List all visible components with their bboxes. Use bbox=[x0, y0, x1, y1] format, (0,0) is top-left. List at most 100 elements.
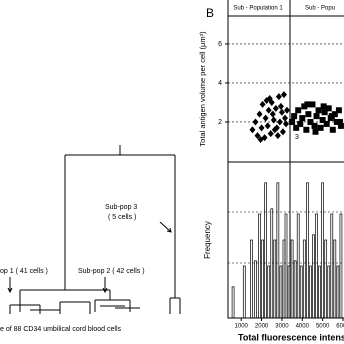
point bbox=[315, 107, 322, 114]
bar bbox=[309, 265, 312, 319]
bar bbox=[296, 213, 300, 319]
point bbox=[321, 109, 328, 116]
point bbox=[295, 107, 302, 114]
point bbox=[325, 105, 332, 112]
point bbox=[256, 110, 263, 118]
dendrogram: Sub-pop 3 ( 5 cells ) op 1 ( 41 cells ) … bbox=[0, 145, 181, 333]
label: Sub-pop 3 bbox=[105, 204, 137, 211]
point bbox=[307, 118, 314, 125]
bar bbox=[315, 213, 318, 319]
point bbox=[275, 93, 282, 101]
x-tick-label: 5000 bbox=[316, 324, 330, 330]
point bbox=[323, 120, 330, 127]
point bbox=[272, 104, 279, 112]
y-tick-label: 2 bbox=[218, 119, 222, 126]
bar bbox=[290, 239, 294, 319]
point bbox=[289, 118, 296, 125]
point bbox=[299, 115, 306, 122]
point bbox=[283, 120, 289, 128]
x-tick-label: 4000 bbox=[296, 324, 310, 330]
point bbox=[335, 107, 342, 114]
point bbox=[254, 132, 261, 140]
x-tick-label: 3000 bbox=[275, 324, 289, 330]
point bbox=[265, 106, 272, 114]
bar bbox=[270, 208, 274, 319]
bar bbox=[299, 265, 303, 319]
point bbox=[313, 113, 320, 120]
x-tick-label: 6000 bbox=[336, 324, 344, 330]
bar bbox=[336, 265, 340, 319]
bar bbox=[293, 260, 297, 319]
point bbox=[337, 122, 344, 129]
point bbox=[331, 111, 338, 118]
x-tick-label: 1000 bbox=[235, 324, 249, 330]
point bbox=[264, 122, 271, 130]
bar bbox=[279, 265, 283, 319]
y-tick-label: 4 bbox=[218, 80, 222, 87]
dendrogram-lines bbox=[9, 145, 181, 314]
bar bbox=[242, 265, 246, 319]
annotation: 3 bbox=[295, 134, 299, 141]
point bbox=[312, 128, 319, 135]
point bbox=[269, 110, 276, 118]
point bbox=[258, 124, 265, 132]
header: Sub - Population 1 bbox=[233, 6, 283, 12]
point bbox=[297, 120, 304, 127]
point bbox=[320, 103, 327, 110]
point bbox=[284, 106, 291, 114]
point bbox=[259, 100, 266, 108]
bar bbox=[324, 239, 328, 319]
bar bbox=[258, 213, 261, 319]
point bbox=[291, 113, 298, 120]
label: ( 5 cells ) bbox=[108, 214, 136, 221]
point bbox=[257, 136, 264, 144]
bar bbox=[261, 239, 264, 319]
bar bbox=[287, 265, 291, 319]
bar bbox=[276, 182, 280, 319]
point bbox=[273, 124, 280, 132]
point bbox=[249, 126, 256, 134]
point bbox=[262, 114, 269, 122]
arrow bbox=[102, 277, 108, 294]
point bbox=[267, 130, 274, 138]
point bbox=[319, 117, 326, 124]
bar bbox=[284, 213, 288, 319]
bar bbox=[318, 265, 321, 319]
point bbox=[317, 124, 324, 131]
y-tick-label: 6 bbox=[218, 41, 222, 48]
header: Sub - Popu bbox=[305, 6, 335, 12]
panel-label: B bbox=[206, 6, 214, 20]
y-axis-label: Frequency bbox=[203, 221, 212, 259]
point bbox=[274, 132, 281, 140]
point bbox=[301, 103, 308, 110]
point bbox=[276, 118, 283, 126]
bar bbox=[302, 239, 306, 319]
point bbox=[333, 118, 340, 125]
point bbox=[311, 122, 318, 129]
bar bbox=[264, 182, 267, 319]
bar bbox=[231, 286, 235, 319]
bar bbox=[254, 260, 257, 319]
point bbox=[293, 124, 300, 131]
point bbox=[304, 101, 311, 108]
bar bbox=[327, 265, 331, 319]
bar bbox=[273, 239, 277, 319]
caption: e of 88 CD34 umbilical cord blood cells bbox=[0, 326, 122, 333]
x-axis-label: Total fluorescence intensi bbox=[238, 332, 344, 342]
point bbox=[266, 95, 273, 103]
bar bbox=[330, 213, 334, 319]
bar bbox=[339, 213, 343, 319]
point bbox=[280, 91, 287, 99]
bar bbox=[321, 182, 324, 319]
point bbox=[329, 126, 336, 133]
bar bbox=[333, 239, 337, 319]
bar bbox=[312, 234, 315, 319]
point bbox=[281, 114, 288, 122]
point bbox=[305, 111, 312, 118]
y-axis-label: Total antigen volume per cell (μm³) bbox=[198, 31, 207, 147]
point bbox=[303, 126, 310, 133]
x-tick-label: 2000 bbox=[255, 324, 269, 330]
point bbox=[252, 118, 259, 126]
point bbox=[270, 116, 277, 124]
